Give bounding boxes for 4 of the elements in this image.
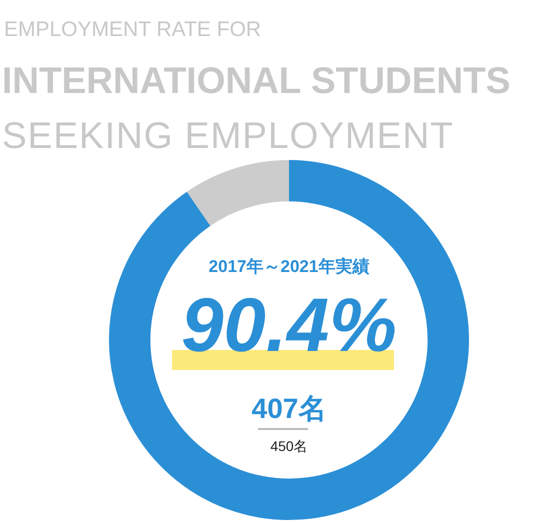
text: 450名 [270, 438, 308, 456]
text: 90.4% [181, 282, 397, 369]
text: 2017年～2021年実績 [208, 256, 370, 278]
text: 407名 [252, 392, 326, 426]
